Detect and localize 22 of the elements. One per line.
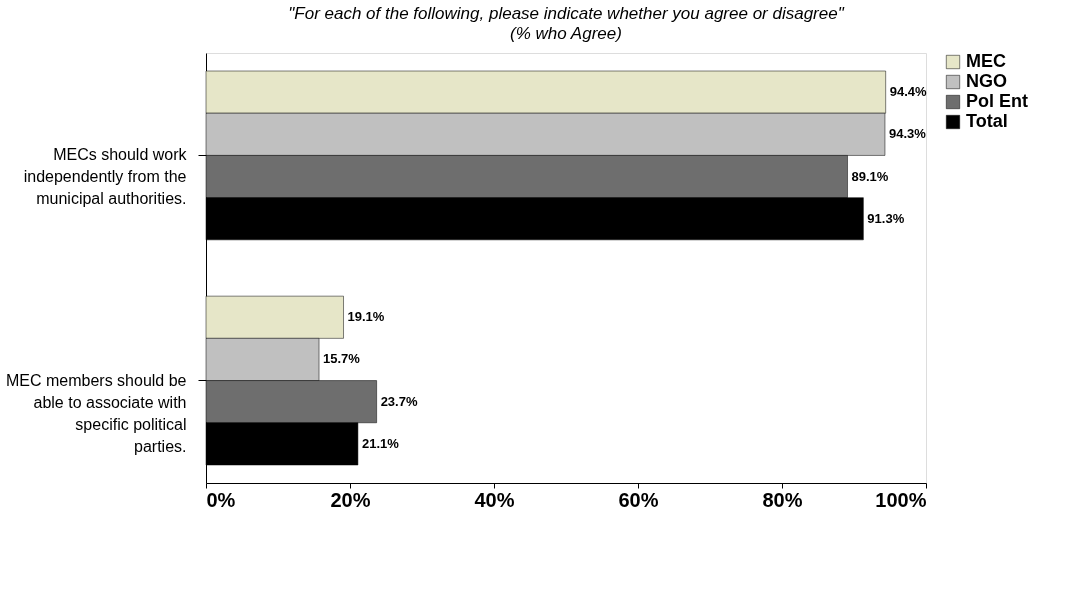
data-label: 89.1%: [851, 168, 889, 184]
chart-subtitle: (% who Agree): [510, 24, 622, 43]
data-label: 94.3%: [888, 126, 927, 142]
data-label: 15.7%: [323, 351, 361, 367]
y-tick-label: MEC members should be able to associate with specific political parties.: [5, 371, 187, 455]
data-label: 19.1%: [347, 309, 385, 325]
x-tick-label: 60%: [618, 488, 659, 511]
x-tick-label: 20%: [330, 488, 371, 511]
data-label: 91.3%: [867, 210, 905, 226]
y-tick-label: MECs should work independently from the municipal authorities.: [23, 146, 188, 208]
x-tick-label: 40%: [474, 488, 515, 511]
x-tick-label: 100%: [875, 488, 927, 511]
data-label: 21.1%: [361, 435, 400, 451]
legend-label: NGO: [966, 71, 1008, 91]
chart-title: "For each of the following, please indicate whether you agree or disagree": [288, 4, 845, 23]
legend-label: Pol Ent: [966, 91, 1028, 111]
legend-label: Total: [966, 111, 1008, 131]
data-label: 94.4%: [889, 84, 927, 100]
x-tick-label: 0%: [206, 488, 236, 511]
data-label: 23.7%: [380, 393, 418, 409]
x-tick-label: 80%: [762, 488, 803, 511]
legend-label: MEC: [966, 51, 1006, 71]
